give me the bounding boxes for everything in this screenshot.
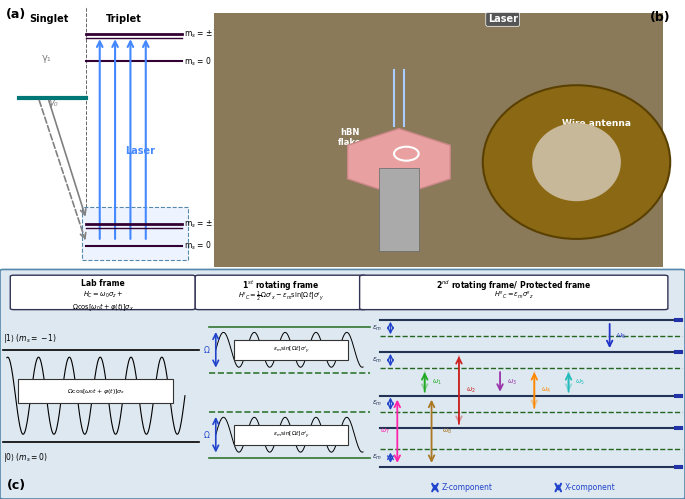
Text: hBN
flake: hBN flake [338, 128, 362, 147]
Text: m$_s$ = 0: m$_s$ = 0 [184, 55, 212, 68]
Text: γ₁: γ₁ [42, 53, 52, 63]
Text: $\epsilon_m$: $\epsilon_m$ [372, 399, 382, 408]
Text: $\Omega$: $\Omega$ [203, 344, 211, 355]
Text: $\omega_5$: $\omega_5$ [575, 377, 586, 387]
Text: $\epsilon_m\sin[\Omega t]\sigma'_y$: $\epsilon_m\sin[\Omega t]\sigma'_y$ [273, 430, 310, 440]
Text: $H''_C = \epsilon_m\sigma''_z$: $H''_C = \epsilon_m\sigma''_z$ [494, 290, 534, 301]
Text: 2$^{nd}$ rotating frame/ Protected frame: 2$^{nd}$ rotating frame/ Protected frame [436, 278, 591, 293]
Text: $H'_C = \frac{1}{2}\Omega\sigma'_x - \epsilon_m\sin[\Omega t]\sigma'_y$: $H'_C = \frac{1}{2}\Omega\sigma'_x - \ep… [238, 290, 324, 304]
Text: γ₀: γ₀ [48, 98, 58, 108]
Bar [82, 207, 188, 260]
Text: $\omega_6$: $\omega_6$ [616, 331, 627, 341]
Text: $\omega_8$: $\omega_8$ [442, 427, 452, 436]
Text: (c): (c) [7, 479, 26, 492]
Text: X-component: X-component [565, 483, 616, 492]
Text: $\omega_4$: $\omega_4$ [541, 385, 551, 395]
Text: (a): (a) [5, 8, 26, 21]
Text: $|0\rangle$ ($m_s = 0$): $|0\rangle$ ($m_s = 0$) [3, 451, 48, 464]
FancyBboxPatch shape [234, 340, 348, 360]
FancyBboxPatch shape [360, 275, 668, 309]
Text: m$_s$ = 0: m$_s$ = 0 [184, 240, 212, 252]
Text: Singlet: Singlet [29, 14, 68, 24]
Text: $\Omega$: $\Omega$ [203, 429, 211, 440]
Text: $|1\rangle$ ($m_s = -1$): $|1\rangle$ ($m_s = -1$) [3, 332, 58, 345]
Text: Lab frame: Lab frame [81, 278, 125, 287]
FancyBboxPatch shape [195, 275, 366, 309]
Text: $\omega_1$: $\omega_1$ [432, 377, 442, 387]
Text: $\epsilon_m\sin[\Omega t]\sigma'_y$: $\epsilon_m\sin[\Omega t]\sigma'_y$ [273, 345, 310, 355]
FancyBboxPatch shape [10, 275, 195, 309]
Text: $\omega_2$: $\omega_2$ [466, 385, 476, 395]
Text: Laser: Laser [488, 14, 518, 24]
Text: $\epsilon_m$: $\epsilon_m$ [372, 453, 382, 462]
Bar [379, 168, 419, 251]
Text: (b): (b) [649, 11, 670, 24]
FancyBboxPatch shape [18, 379, 173, 403]
Text: Wire antenna: Wire antenna [562, 119, 631, 128]
Text: Z-component: Z-component [442, 483, 493, 492]
Text: m$_s$ = ±1: m$_s$ = ±1 [184, 217, 219, 230]
Text: $\Omega\cos[\omega_0t + \varphi(t)]\sigma_x$: $\Omega\cos[\omega_0t + \varphi(t)]\sigm… [66, 387, 125, 396]
FancyBboxPatch shape [234, 425, 348, 445]
Text: $\epsilon_m$: $\epsilon_m$ [372, 355, 382, 365]
Text: $\omega_7$: $\omega_7$ [380, 427, 390, 436]
Text: 1$^{st}$ rotating frame: 1$^{st}$ rotating frame [242, 278, 320, 293]
Text: $H_C = \omega_0\sigma_z +$
$\Omega\cos[\omega_0t + \varphi(t)]\sigma_x$: $H_C = \omega_0\sigma_z +$ $\Omega\cos[\… [72, 290, 134, 313]
Text: $\omega_3$: $\omega_3$ [507, 377, 517, 387]
Text: CPW: CPW [379, 238, 404, 248]
FancyBboxPatch shape [0, 269, 685, 499]
Text: m$_s$ = ±1: m$_s$ = ±1 [184, 27, 219, 40]
Text: Laser: Laser [125, 146, 155, 156]
Text: Triplet: Triplet [105, 14, 141, 24]
Ellipse shape [483, 85, 670, 239]
Text: $\epsilon_m$: $\epsilon_m$ [372, 323, 382, 333]
Ellipse shape [532, 123, 621, 201]
